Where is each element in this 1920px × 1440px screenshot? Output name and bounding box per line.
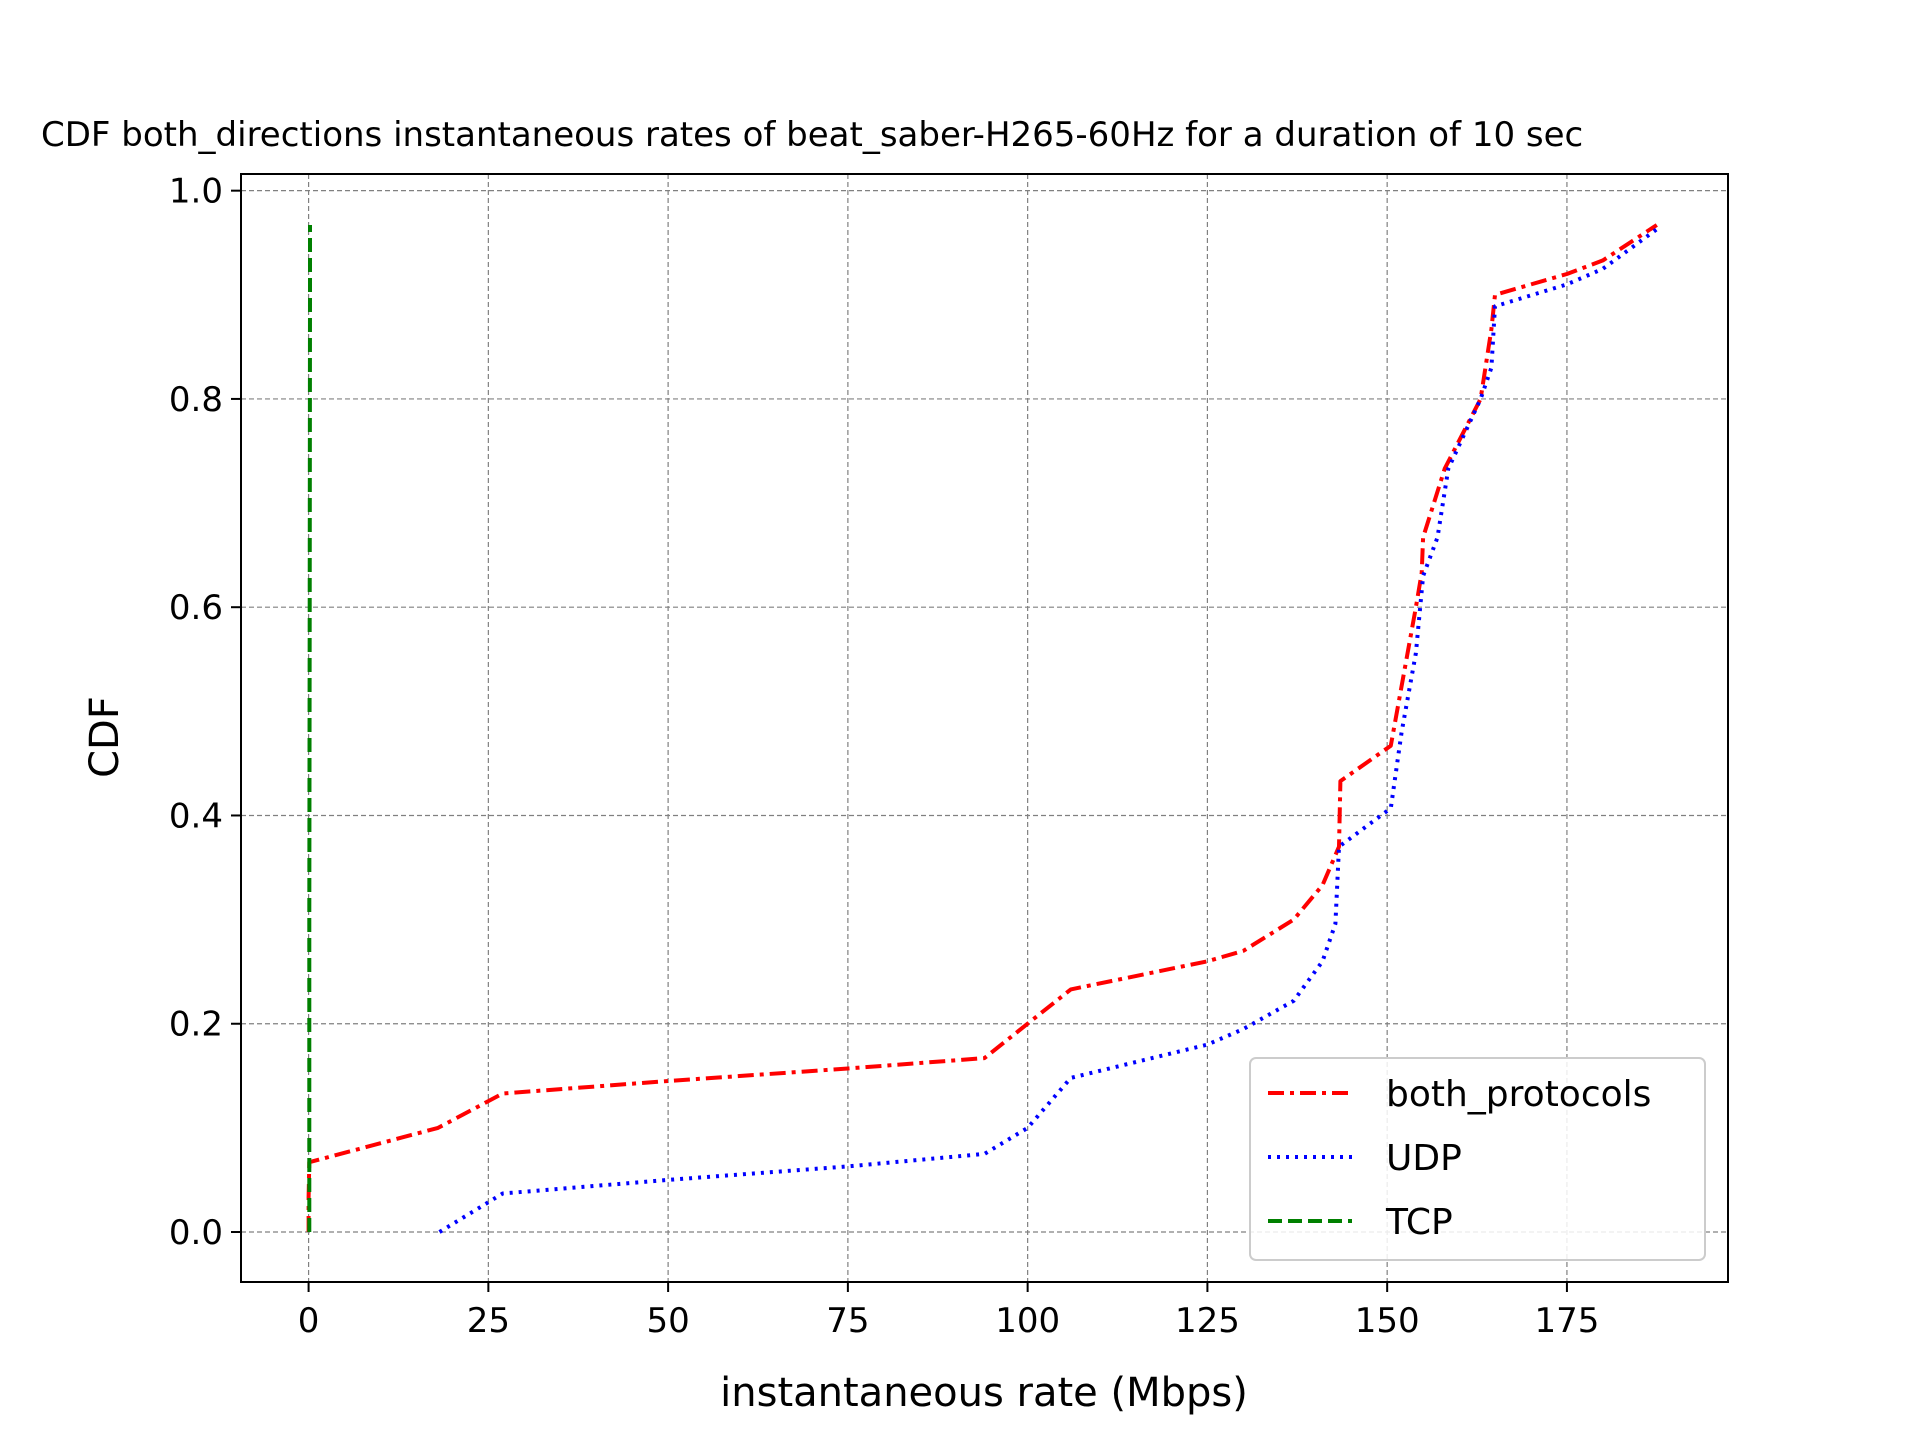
chart-title: CDF both_directions instantaneous rates … xyxy=(41,115,1583,155)
legend-box xyxy=(1249,1057,1706,1261)
x-tick-label: 25 xyxy=(467,1301,510,1341)
y-tick-label: 0.2 xyxy=(169,1005,223,1045)
x-tick-label: 175 xyxy=(1534,1301,1599,1341)
x-tick-label: 75 xyxy=(826,1301,869,1341)
y-tick-label: 0.8 xyxy=(169,380,223,420)
x-tick-label: 125 xyxy=(1175,1301,1240,1341)
x-tick-label: 100 xyxy=(995,1301,1060,1341)
y-tick-label: 1.0 xyxy=(169,172,223,212)
legend-label: UDP xyxy=(1386,1138,1462,1179)
x-tick-label: 150 xyxy=(1355,1301,1420,1341)
x-tick-label: 0 xyxy=(298,1301,320,1341)
plot-frame xyxy=(240,173,1729,1283)
y-tick-label: 0.4 xyxy=(169,796,223,836)
legend: both_protocols UDP TCP xyxy=(1249,1057,1706,1261)
x-tick-label: 50 xyxy=(646,1301,689,1341)
series-line-both-protocols xyxy=(306,223,1658,1232)
y-axis-label: CDF xyxy=(82,696,128,778)
plot-area: 0 25 50 75 100 125 150 175 0.0 0.2 0.4 0.6 0.8 1.0 bot… xyxy=(169,172,1729,1341)
y-tick-label: 0.6 xyxy=(169,588,223,628)
series-line-tcp xyxy=(307,225,312,1232)
legend-label: both_protocols xyxy=(1386,1074,1651,1115)
x-axis-label: instantaneous rate (Mbps) xyxy=(720,1370,1248,1416)
y-tick-label: 0.0 xyxy=(169,1213,223,1253)
legend-label: TCP xyxy=(1385,1202,1453,1243)
